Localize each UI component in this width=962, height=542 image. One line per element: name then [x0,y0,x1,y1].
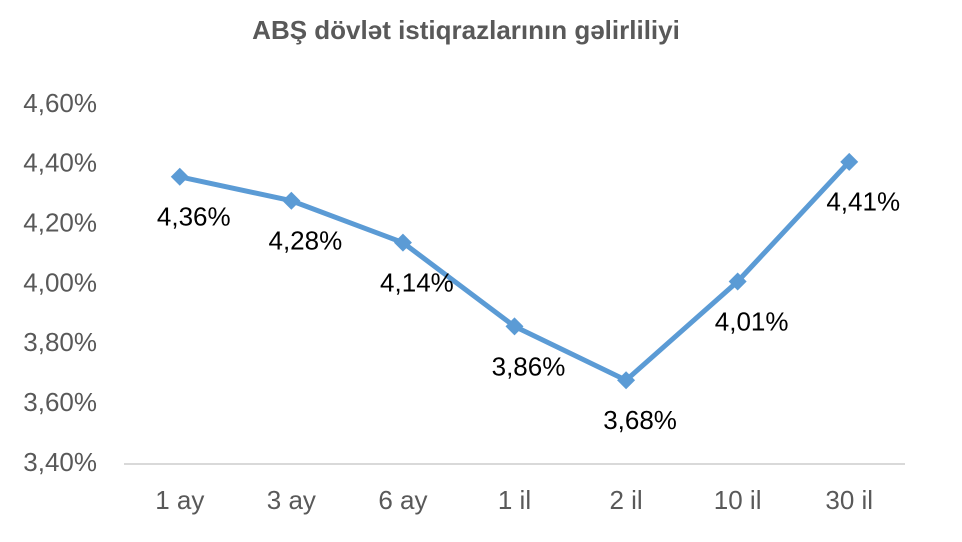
marker [393,233,412,252]
marker [505,317,524,336]
y-tick-label: 4,00% [23,267,97,297]
x-tick-label: 30 il [825,485,873,515]
data-label: 4,01% [715,306,789,336]
marker [617,371,636,390]
data-label: 4,28% [268,226,342,256]
marker [728,272,747,291]
data-label: 4,14% [380,267,454,297]
data-label: 4,36% [157,202,231,232]
data-label: 3,68% [603,405,677,435]
y-tick-label: 3,40% [23,447,97,477]
data-label: 4,41% [826,187,900,217]
x-tick-label: 2 il [609,485,642,515]
chart-title: ABŞ dövlət istiqrazlarının gəlirliliyi [252,15,680,45]
x-tick-label: 6 ay [378,485,427,515]
x-tick-label: 1 ay [155,485,204,515]
data-label: 3,86% [492,351,566,381]
y-tick-label: 4,60% [23,88,97,118]
x-tick-label: 1 il [498,485,531,515]
y-tick-label: 3,60% [23,387,97,417]
marker [282,191,301,210]
y-tick-label: 4,20% [23,208,97,238]
x-tick-label: 3 ay [267,485,316,515]
y-tick-label: 4,40% [23,148,97,178]
x-tick-label: 10 il [714,485,762,515]
line [179,160,852,383]
y-tick-label: 3,80% [23,327,97,357]
marker [840,152,859,171]
marker [170,167,189,186]
